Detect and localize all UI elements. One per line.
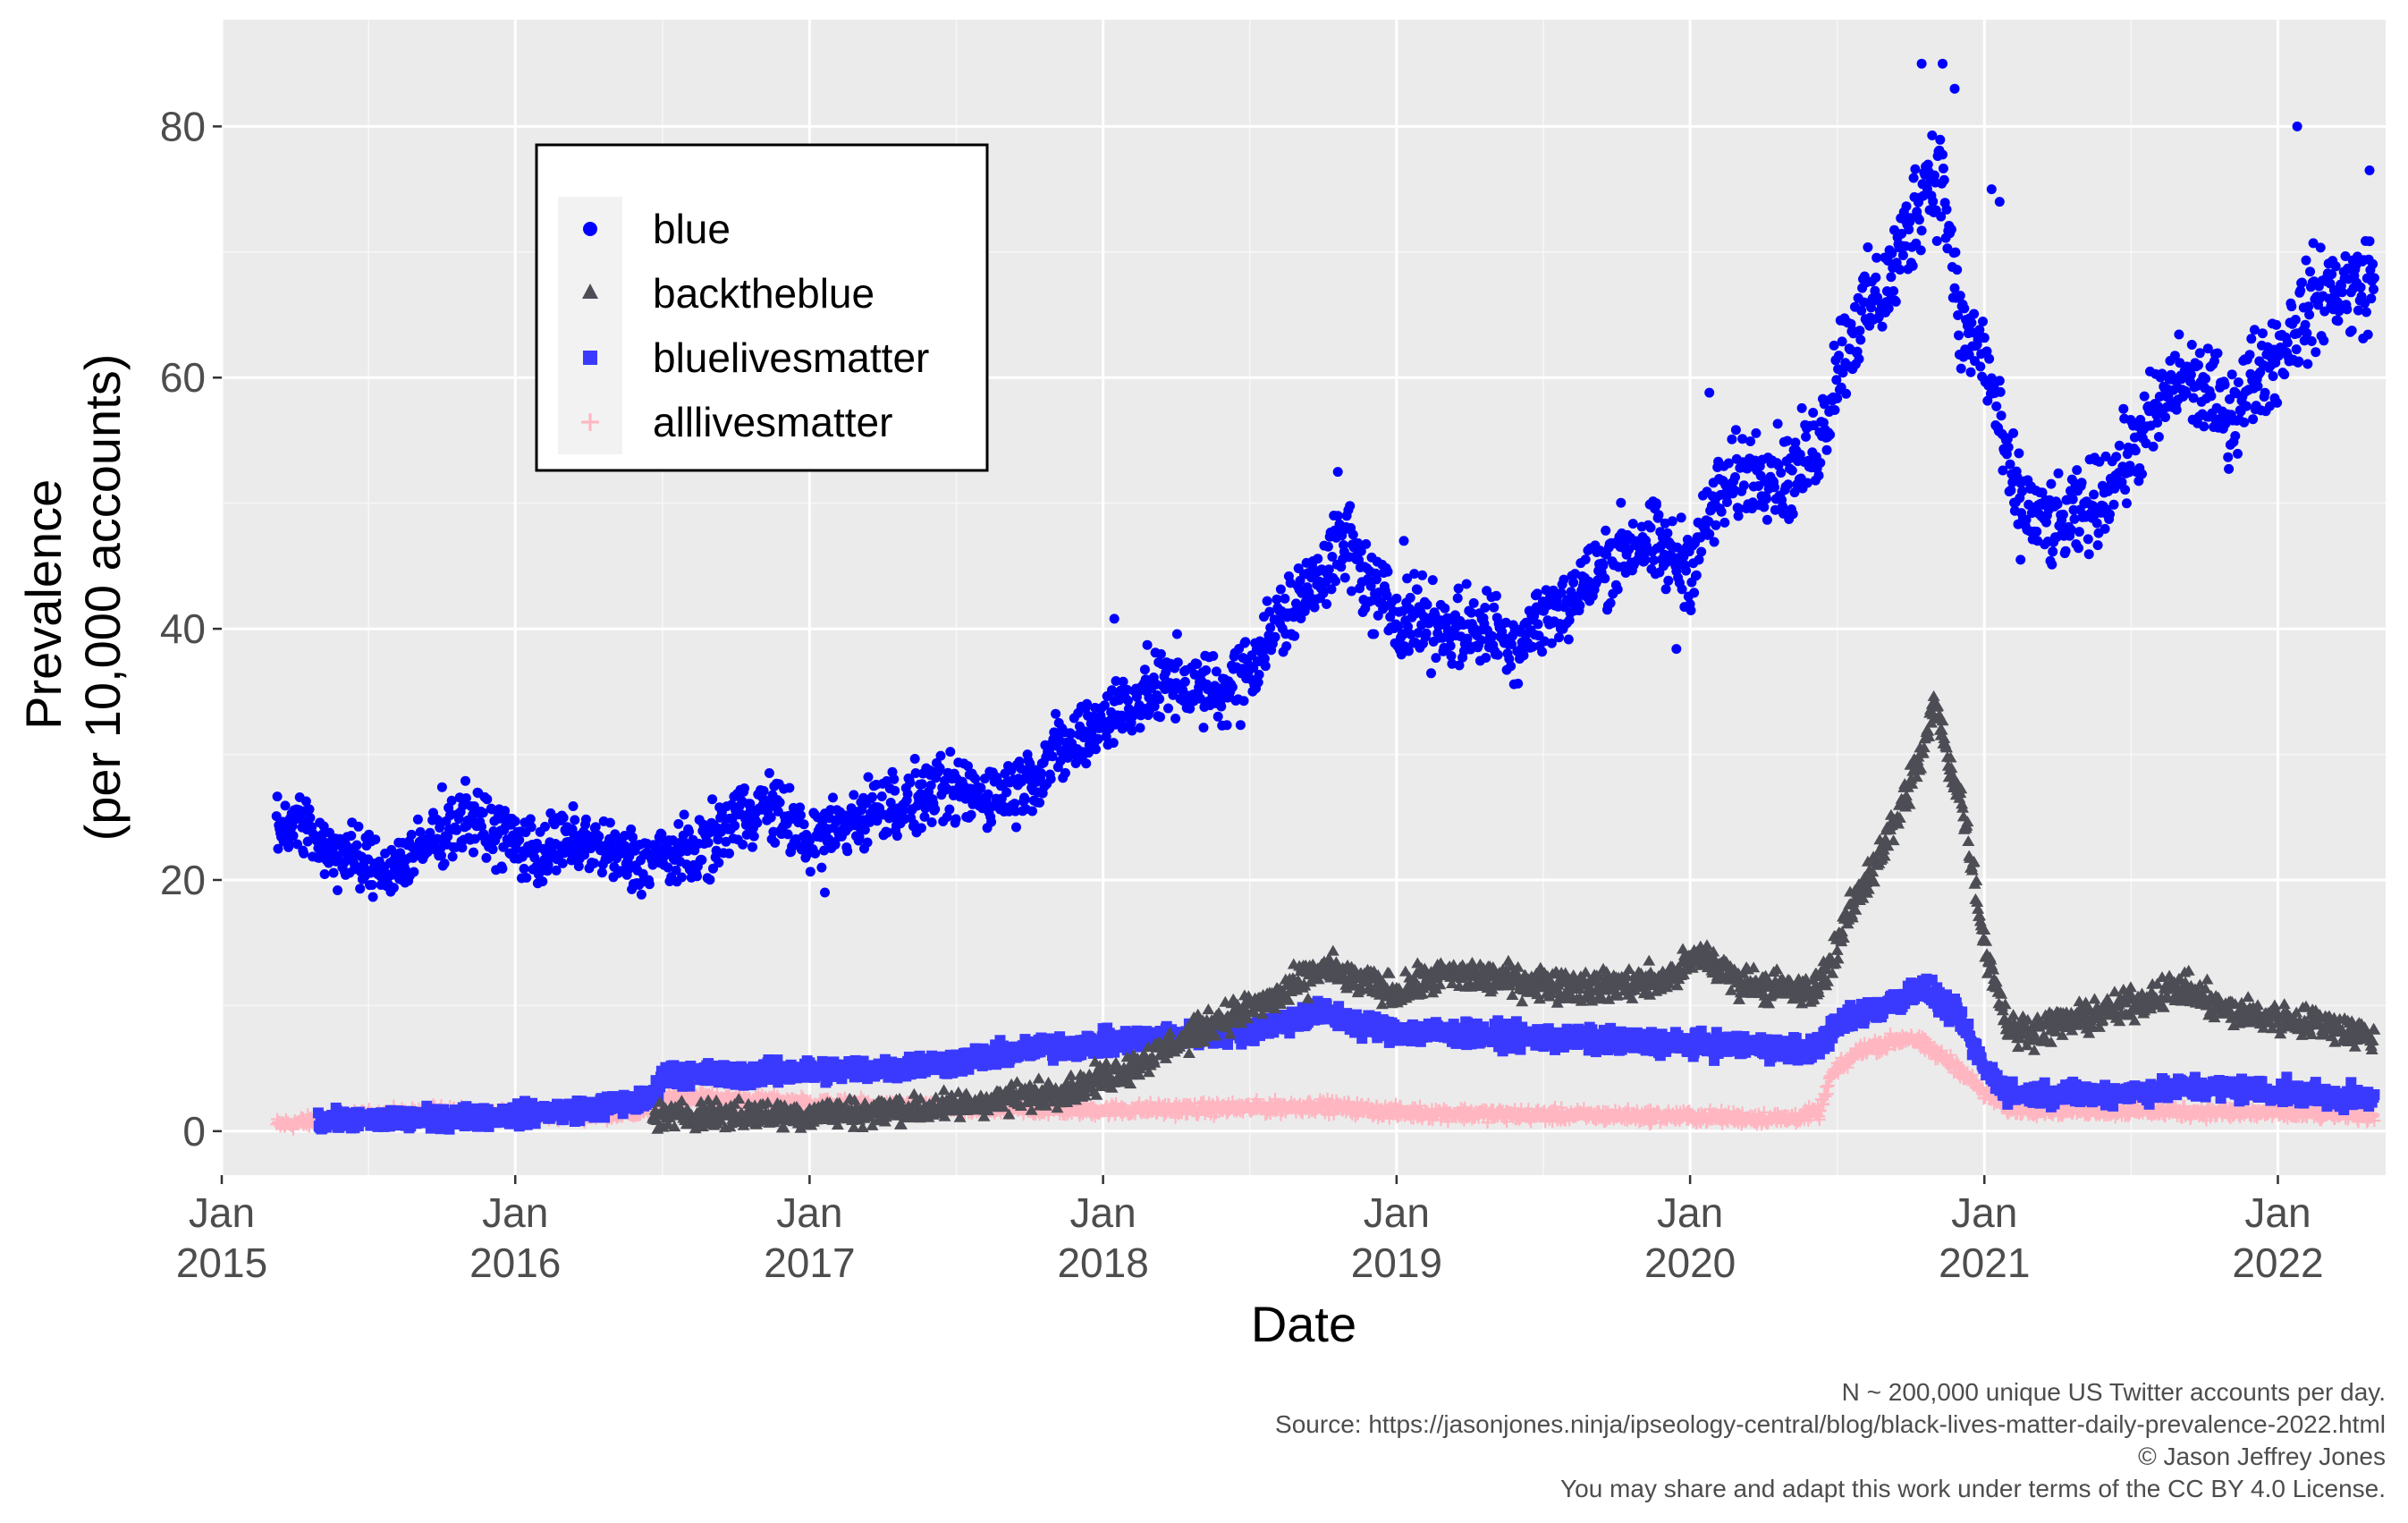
point-bluelivesmatter [1956,1006,1968,1018]
point-bluelivesmatter [684,1080,696,1092]
point-bluelivesmatter [2007,1076,2018,1087]
point-bluelivesmatter [1515,1044,1526,1055]
point-bluelivesmatter [1222,1038,1233,1050]
series-layer [270,58,2381,1136]
point-bluelivesmatter [1963,1019,1974,1029]
